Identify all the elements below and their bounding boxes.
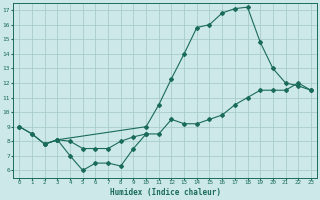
X-axis label: Humidex (Indice chaleur): Humidex (Indice chaleur) <box>110 188 220 197</box>
